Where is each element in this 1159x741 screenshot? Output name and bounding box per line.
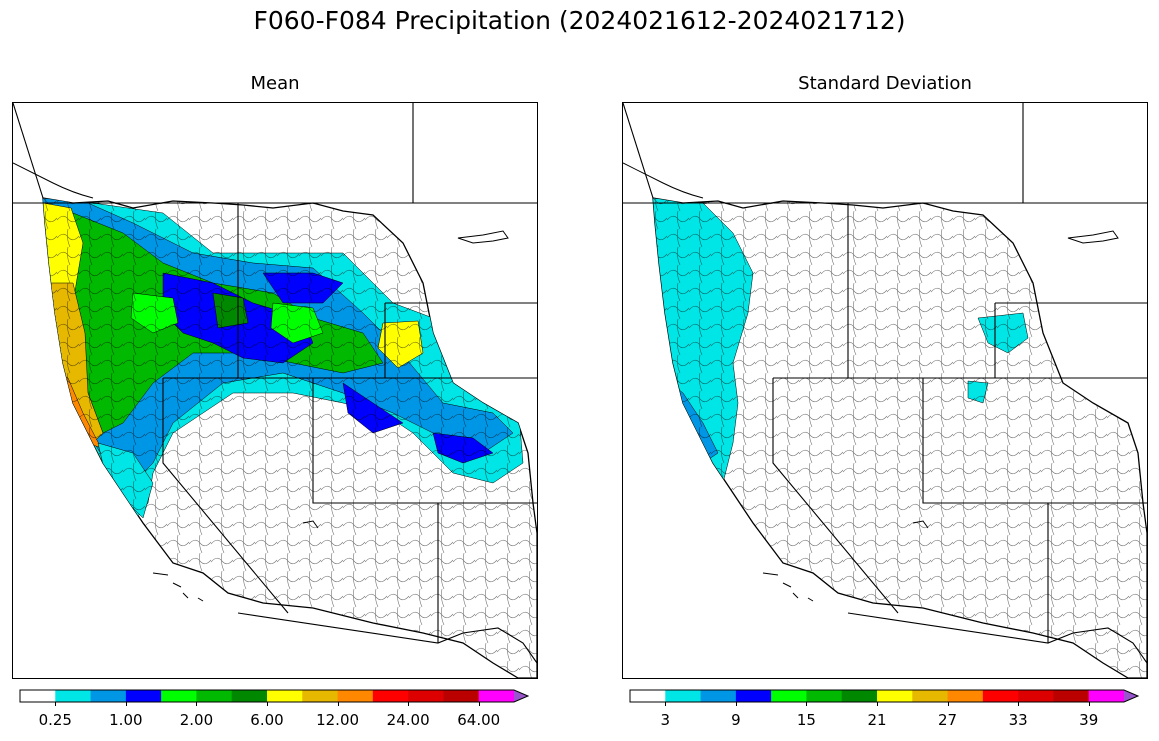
colorbar-swatch	[408, 690, 444, 702]
colorbar-tick	[55, 702, 57, 706]
colorbar-swatch	[443, 690, 480, 702]
colorbar-tick	[877, 702, 878, 706]
colorbar-tick	[947, 702, 949, 706]
colorbar-swatch	[806, 690, 843, 702]
colorbar-tick-label: 1.00	[109, 711, 143, 729]
mean-colorbar	[19, 689, 530, 703]
colorbar-tick	[806, 702, 808, 706]
colorbar-tick-label: 27	[938, 711, 958, 729]
stddev-panel-title: Standard Deviation	[798, 73, 972, 94]
colorbar-swatch	[1018, 690, 1054, 702]
colorbar-svg	[19, 689, 530, 703]
colorbar-swatch	[912, 690, 949, 702]
colorbar-tick	[1018, 702, 1020, 706]
colorbar-tick-label: 12.00	[316, 711, 360, 729]
colorbar-tick	[1088, 702, 1090, 706]
colorbar-swatch	[947, 690, 984, 702]
colorbar-swatch	[337, 690, 374, 702]
colorbar-tick-label: 64.00	[457, 711, 501, 729]
colorbar-tick-label: 0.25	[38, 711, 72, 729]
colorbar-swatch	[841, 690, 878, 702]
colorbar-tick-label: 33	[1008, 711, 1028, 729]
colorbar-outline	[19, 689, 530, 703]
colorbar-swatch	[161, 690, 197, 702]
colorbar-swatch	[125, 690, 162, 702]
mean-map	[12, 102, 538, 679]
colorbar-swatch	[372, 690, 409, 702]
colorbar-tick-label: 39	[1079, 711, 1099, 729]
colorbar-swatch	[478, 690, 515, 702]
mean-panel-title: Mean	[250, 73, 300, 94]
colorbar-swatch	[665, 690, 702, 702]
colorbar-tick-label: 24.00	[386, 711, 430, 729]
colorbar-extend-arrow	[514, 690, 528, 702]
colorbar-tick	[125, 702, 127, 706]
figure-title: F060-F084 Precipitation (2024021612-2024…	[253, 6, 906, 35]
colorbar-tick-label: 3	[660, 711, 671, 729]
colorbar-tick	[267, 702, 268, 706]
colorbar-tick	[665, 702, 667, 706]
stddev-map	[622, 102, 1148, 679]
colorbar-tick-label: 15	[796, 711, 816, 729]
colorbar-swatch	[1088, 690, 1125, 702]
colorbar-swatch	[20, 690, 56, 702]
colorbar-tick-label: 2.00	[179, 711, 214, 729]
colorbar-swatch	[196, 690, 233, 702]
colorbar-tick	[408, 702, 410, 706]
colorbar-swatch	[630, 690, 666, 702]
colorbar-swatch	[877, 690, 913, 702]
colorbar-tick-label: 9	[731, 711, 741, 729]
colorbar-svg	[629, 689, 1140, 703]
colorbar-tick	[735, 702, 737, 706]
colorbar-swatch	[302, 690, 339, 702]
colorbar-swatch	[735, 690, 772, 702]
colorbar-swatch	[231, 690, 268, 702]
colorbar-tick-label: 21	[867, 711, 887, 729]
stddev-colorbar	[629, 689, 1140, 703]
colorbar-tick-label: 6.00	[250, 711, 284, 729]
colorbar-tick	[337, 702, 339, 706]
colorbar-swatch	[771, 690, 807, 702]
colorbar-swatch	[90, 690, 127, 702]
colorbar-tick	[478, 702, 480, 706]
colorbar-outline	[629, 689, 1140, 703]
colorbar-swatch	[982, 690, 1019, 702]
colorbar-swatch	[267, 690, 303, 702]
colorbar-extend-arrow	[1124, 690, 1138, 702]
colorbar-swatch	[1053, 690, 1090, 702]
colorbar-tick	[196, 702, 198, 706]
colorbar-swatch	[700, 690, 737, 702]
colorbar-swatch	[55, 690, 92, 702]
